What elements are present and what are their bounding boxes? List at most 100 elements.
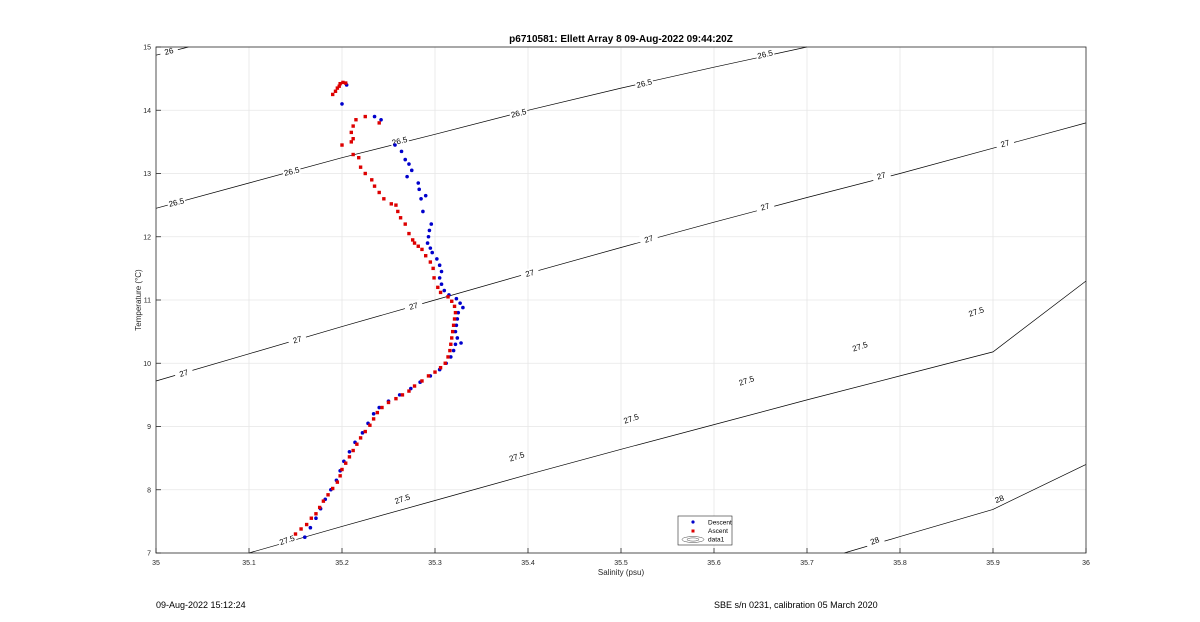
ascent-point: [400, 393, 405, 397]
ascent-point: [433, 370, 437, 374]
descent-point: [397, 393, 402, 397]
descent-point: [439, 269, 444, 274]
grid: [156, 47, 1086, 553]
ascent-point: [389, 202, 393, 206]
contour-label: 27: [876, 170, 888, 181]
ascent-point: [432, 276, 436, 280]
contour-label-bg: [392, 491, 413, 506]
descent-point: [399, 149, 404, 154]
y-tick-label: 9: [147, 424, 151, 431]
descent-point: [461, 305, 465, 310]
descent-point: [379, 117, 383, 122]
contour-label-bg: [508, 106, 529, 120]
ascent-point: [326, 493, 330, 497]
descent-point: [430, 250, 435, 255]
descent-point: [435, 257, 439, 261]
descent-point: [423, 193, 428, 198]
ascent-point: [431, 266, 435, 271]
ascent-point: [416, 244, 420, 248]
descent-point: [421, 209, 425, 214]
contour-label: 27: [643, 234, 655, 245]
contour-label: 26.5: [510, 107, 528, 120]
legend-contour-icon-inner: [686, 537, 700, 542]
ascent-point: [453, 310, 458, 315]
contour-label-bg: [173, 366, 194, 380]
contour-label: 27: [178, 368, 190, 379]
ascent-point: [403, 222, 407, 226]
ascent-point: [375, 410, 380, 415]
ascent-point: [344, 461, 348, 465]
ascent-point: [355, 442, 359, 446]
ascent-point: [363, 429, 367, 434]
contour-label: 28: [994, 493, 1006, 505]
contour-label: 27: [524, 268, 536, 279]
contour-label: 26: [164, 46, 175, 57]
x-tick-label: 35.5: [614, 560, 628, 567]
contour-label-bg: [966, 304, 987, 319]
ascent-point: [368, 423, 372, 427]
ascent-point: [351, 124, 355, 128]
descent-point: [377, 405, 382, 410]
descent-point: [459, 341, 463, 345]
ascent-point: [331, 92, 335, 97]
ascent-point: [449, 342, 453, 346]
ascent-point: [438, 290, 443, 295]
descent-point: [458, 301, 462, 305]
descent-point: [437, 276, 442, 280]
descent-point: [426, 234, 431, 239]
x-tick-label: 35.4: [521, 560, 535, 567]
contour-label-bg: [519, 266, 540, 280]
ascent-point: [407, 231, 411, 236]
x-axis-ticks: 35 35.1 35.2 35.3 35.4 35.5 35.6 35.7 35.8 35.9 36: [152, 548, 1090, 567]
ascent-point: [451, 323, 456, 327]
descent-point: [456, 310, 461, 315]
descent-point: [451, 348, 456, 353]
contour-label-bg: [166, 195, 187, 209]
y-tick-label: 7: [147, 551, 151, 558]
ascent-point: [314, 512, 318, 516]
contour-label-bg: [755, 199, 775, 214]
x-tick-label: 35.3: [428, 560, 442, 567]
ascent-point: [386, 400, 391, 405]
ascent-point: [394, 203, 398, 207]
descent-point: [453, 342, 458, 347]
contour-label: 27: [292, 334, 304, 345]
contour-label: 26.5: [168, 196, 186, 209]
ascent-point: [358, 436, 363, 440]
ascent-point: [337, 84, 341, 88]
ascent-point: [357, 155, 361, 160]
x-tick-label: 35.1: [242, 560, 256, 567]
descent-point: [407, 162, 411, 166]
contour-label-bg: [736, 373, 757, 388]
ascent-point: [344, 81, 348, 85]
ascent-point: [363, 171, 367, 176]
x-axis-label: Salinity (psu): [598, 568, 645, 577]
descent-point: [455, 317, 460, 321]
legend: Descent Ascent data1: [677, 515, 733, 546]
y-tick-label: 11: [144, 298, 151, 305]
contour-label: 27: [1000, 138, 1012, 149]
ascent-point: [450, 299, 454, 303]
ascent-point: [331, 486, 335, 491]
descent-point: [314, 516, 318, 521]
contour-label-bg: [989, 491, 1010, 507]
ascent-point: [358, 165, 363, 169]
descent-point: [372, 114, 377, 119]
contour-label: 26.5: [757, 48, 775, 61]
y-tick-label: 13: [143, 171, 151, 178]
descent-point: [403, 157, 408, 162]
ascent-point: [420, 247, 424, 252]
x-tick-label: 35: [152, 560, 160, 567]
ascent-point: [338, 474, 342, 478]
y-tick-label: 8: [147, 487, 151, 494]
ascent-point: [396, 209, 400, 214]
contour-label-bg: [634, 76, 654, 90]
ascent-point: [317, 505, 322, 510]
y-tick-label: 12: [143, 234, 151, 241]
contour-label: 26.5: [636, 77, 654, 90]
ascent-point: [335, 86, 340, 90]
descent-point: [360, 431, 365, 435]
ascent-point: [377, 190, 381, 195]
ascent-point: [340, 467, 344, 472]
